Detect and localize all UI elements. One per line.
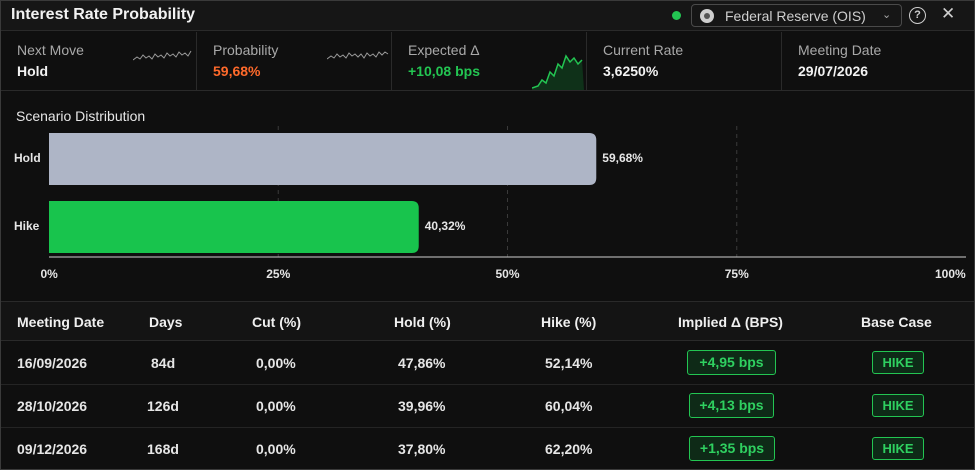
bar-value-label: 40,32% <box>424 219 466 233</box>
implied-delta-pill: +4,95 bps <box>687 350 776 375</box>
cell-hold: 47,86% <box>398 355 446 371</box>
chevron-down-icon: ⌄ <box>882 9 892 21</box>
cell-days: 168d <box>147 441 179 457</box>
table-header: Meeting Date Days Cut (%) Hold (%) Hike … <box>1 302 974 341</box>
base-case-badge: HIKE <box>872 351 924 374</box>
help-icon[interactable]: ? <box>909 7 926 24</box>
cell-hike: 52,14% <box>545 355 593 371</box>
stat-value: Hold <box>17 63 49 79</box>
panel-header: Interest Rate Probability Federal Reserv… <box>1 1 974 31</box>
bar-hike[interactable] <box>49 201 419 253</box>
category-label: Hold <box>14 151 41 165</box>
live-status-icon <box>672 11 681 20</box>
header-cut: Cut (%) <box>252 314 301 330</box>
stat-value: 59,68% <box>213 63 261 79</box>
chart-canvas <box>49 126 966 258</box>
stat-meeting-date: Meeting Date 29/07/2026 <box>782 32 974 90</box>
implied-delta-pill: +4,13 bps <box>689 393 774 418</box>
source-dropdown-label: Federal Reserve (OIS) <box>725 8 866 24</box>
cell-days: 84d <box>151 355 176 371</box>
cell-meeting-date: 16/09/2026 <box>17 355 88 371</box>
cell-meeting-date: 28/10/2026 <box>17 398 88 414</box>
header-hold: Hold (%) <box>394 314 451 330</box>
header-base-case: Base Case <box>861 314 932 330</box>
cell-hold: 39,96% <box>398 398 446 414</box>
header-hike: Hike (%) <box>541 314 597 330</box>
cell-days: 126d <box>147 398 179 414</box>
stat-current-rate: Current Rate 3,6250% <box>587 32 782 90</box>
cell-hike: 62,20% <box>545 441 593 457</box>
stats-bar: Next Move Hold Probability 59,68% Expect… <box>1 32 974 91</box>
federal-reserve-seal-icon <box>700 9 714 23</box>
stat-label: Meeting Date <box>798 42 882 58</box>
base-case-badge: HIKE <box>872 437 924 460</box>
cell-cut: 0,00% <box>256 441 296 457</box>
panel-title: Interest Rate Probability <box>11 6 196 23</box>
source-dropdown[interactable]: Federal Reserve (OIS) ⌄ <box>691 4 902 27</box>
table-row[interactable]: 09/12/2026 168d 0,00% 37,80% 62,20% +1,3… <box>1 428 974 470</box>
cell-cut: 0,00% <box>256 355 296 371</box>
header-days: Days <box>149 314 183 330</box>
table-row[interactable]: 28/10/2026 126d 0,00% 39,96% 60,04% +4,1… <box>1 385 974 428</box>
stat-value: +10,08 bps <box>408 63 480 79</box>
header-implied-delta: Implied Δ (BPS) <box>678 314 783 330</box>
sparkline-probability <box>327 51 389 60</box>
cell-meeting-date: 09/12/2026 <box>17 441 88 457</box>
bar-value-label: 59,68% <box>602 151 643 165</box>
stat-expected-delta: Expected Δ +10,08 bps <box>392 32 587 90</box>
close-icon[interactable]: ✕ <box>941 4 956 23</box>
stat-probability: Probability 59,68% <box>197 32 392 90</box>
stat-label: Next Move <box>17 42 84 58</box>
base-case-badge: HIKE <box>872 394 924 417</box>
cell-hike: 60,04% <box>545 398 593 414</box>
chart-title: Scenario Distribution <box>16 108 146 124</box>
meetings-table: Meeting Date Days Cut (%) Hold (%) Hike … <box>1 301 974 469</box>
x-tick-label: 25% <box>266 267 291 281</box>
stat-value: 3,6250% <box>603 63 659 79</box>
stat-label: Probability <box>213 42 279 58</box>
stat-label: Expected Δ <box>408 42 480 58</box>
stat-next-move: Next Move Hold <box>1 32 197 90</box>
bar-hold[interactable] <box>49 133 597 185</box>
table-row[interactable]: 16/09/2026 84d 0,00% 47,86% 52,14% +4,95… <box>1 342 974 385</box>
header-meeting-date: Meeting Date <box>17 314 105 330</box>
x-tick-label: 50% <box>495 267 520 281</box>
cell-cut: 0,00% <box>256 398 296 414</box>
category-label: Hike <box>14 219 40 233</box>
x-tick-label: 0% <box>40 267 58 281</box>
implied-delta-pill: +1,35 bps <box>689 436 775 461</box>
x-tick-label: 75% <box>724 267 749 281</box>
sparkline-next-move <box>133 50 192 61</box>
stat-value: 29/07/2026 <box>798 63 869 79</box>
scenario-distribution-chart: Scenario Distribution 0% 25% 50% 75% 100% Hol… <box>1 92 974 300</box>
cell-hold: 37,80% <box>398 441 446 457</box>
stat-label: Current Rate <box>603 42 684 58</box>
sparkline-expected-delta <box>532 54 584 90</box>
x-tick-label: 100% <box>935 267 966 281</box>
